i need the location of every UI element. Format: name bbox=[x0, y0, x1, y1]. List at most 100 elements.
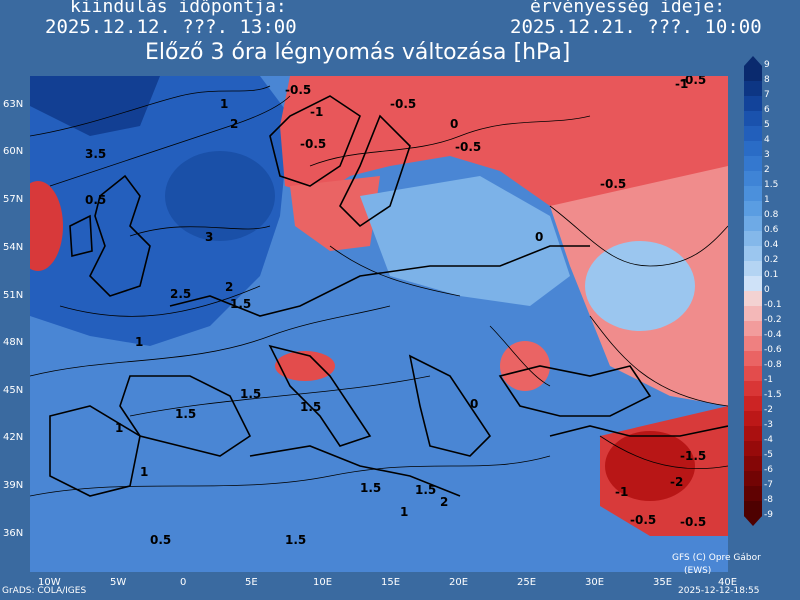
colorbar-swatch bbox=[744, 456, 762, 472]
contour-value-label: 2 bbox=[440, 495, 448, 509]
lat-label-39n: 39N bbox=[3, 480, 24, 491]
colorbar-swatch bbox=[744, 381, 762, 397]
colorbar-tick-label: -8 bbox=[764, 495, 773, 505]
lat-label-42n: 42N bbox=[3, 432, 24, 443]
colorbar-tick-label: -4 bbox=[764, 435, 773, 445]
colorbar-swatch bbox=[744, 126, 762, 142]
red-spot-carpathian bbox=[500, 341, 550, 391]
valid-time-label: érvényesség ideje: bbox=[530, 0, 726, 17]
colorbar-swatch bbox=[744, 171, 762, 187]
contour-value-label: -0.5 bbox=[600, 177, 626, 191]
colorbar-tick-label: -1 bbox=[764, 375, 773, 385]
contour-value-label: 1 bbox=[400, 505, 408, 519]
colorbar-tick-label: -7 bbox=[764, 480, 773, 490]
colorbar-tick-label: -0.1 bbox=[764, 300, 782, 310]
contour-value-label: 2 bbox=[225, 280, 233, 294]
colorbar-tick-label: 1.5 bbox=[764, 180, 779, 190]
colorbar-tick-label: -2 bbox=[764, 405, 773, 415]
gfs-credit: GFS (C) Opre Gábor bbox=[672, 553, 761, 563]
colorbar-swatch bbox=[744, 426, 762, 442]
colorbar-swatch bbox=[744, 81, 762, 97]
colorbar-swatch bbox=[744, 261, 762, 277]
contour-value-label: -0.5 bbox=[285, 83, 311, 97]
lon-label-30e: 30E bbox=[585, 577, 605, 588]
blue-core-north-sea bbox=[165, 151, 275, 241]
contour-value-label: 3 bbox=[205, 230, 213, 244]
contour-value-label: -1 bbox=[615, 485, 628, 499]
colorbar-swatch bbox=[744, 216, 762, 232]
lat-label-54n: 54N bbox=[3, 242, 24, 253]
contour-value-label: 1.5 bbox=[230, 297, 251, 311]
colorbar-tick-label: 0.6 bbox=[764, 225, 779, 235]
contour-value-label: 1.5 bbox=[300, 400, 321, 414]
colorbar-tick-label: 0.8 bbox=[764, 210, 779, 220]
colorbar-tick-label: 3 bbox=[764, 150, 770, 160]
map-title: Előző 3 óra légnyomás változása [hPa] bbox=[145, 40, 571, 65]
contour-value-label: 1.5 bbox=[175, 407, 196, 421]
colorbar-swatch bbox=[744, 276, 762, 292]
contour-value-label: 2.5 bbox=[170, 287, 191, 301]
colorbar bbox=[744, 56, 762, 526]
contour-value-label: 1.5 bbox=[285, 533, 306, 547]
colorbar-tick-label: -3 bbox=[764, 420, 773, 430]
lat-label-48n: 48N bbox=[3, 337, 24, 348]
colorbar-tick-label: 8 bbox=[764, 75, 770, 85]
colorbar-tick-label: -9 bbox=[764, 510, 773, 520]
contour-value-label: 3.5 bbox=[85, 147, 106, 161]
colorbar-tick-label: -0.2 bbox=[764, 315, 782, 325]
contour-value-label: -0.5 bbox=[455, 140, 481, 154]
colorbar-tick-label: -6 bbox=[764, 465, 773, 475]
lon-label-10w: 10W bbox=[38, 577, 61, 588]
colorbar-swatch bbox=[744, 306, 762, 322]
colorbar-swatch bbox=[744, 156, 762, 172]
lon-label-20e: 20E bbox=[449, 577, 469, 588]
contour-value-label: 0.5 bbox=[85, 193, 106, 207]
contour-value-label: 1 bbox=[135, 335, 143, 349]
red-spot-alps bbox=[275, 351, 335, 381]
colorbar-tick-label: 1 bbox=[764, 195, 770, 205]
colorbar-tick-label: 0 bbox=[764, 285, 770, 295]
colorbar-swatch bbox=[744, 336, 762, 352]
contour-value-label: 1 bbox=[115, 421, 123, 435]
lat-label-51n: 51N bbox=[3, 290, 24, 301]
lat-label-60n: 60N bbox=[3, 146, 24, 157]
colorbar-swatch bbox=[744, 321, 762, 337]
lat-label-36n: 36N bbox=[3, 528, 24, 539]
contour-value-label: -0.5 bbox=[630, 513, 656, 527]
light-blue-central bbox=[360, 176, 570, 306]
colorbar-swatch bbox=[744, 231, 762, 247]
grads-credit: GrADS: COLA/IGES bbox=[2, 586, 87, 596]
contour-value-label: 0 bbox=[470, 397, 478, 411]
red-region-scandinavia bbox=[290, 176, 380, 251]
colorbar-swatch bbox=[744, 111, 762, 127]
lat-label-57n: 57N bbox=[3, 194, 24, 205]
timestamp: 2025-12-12-18:55 bbox=[678, 586, 760, 596]
contour-value-label: 0 bbox=[450, 117, 458, 131]
colorbar-tick-label: 7 bbox=[764, 90, 770, 100]
colorbar-tick-label: 0.2 bbox=[764, 255, 779, 265]
colorbar-swatch bbox=[744, 441, 762, 457]
colorbar-tick-label: 2 bbox=[764, 165, 770, 175]
contour-value-label: -0.5 bbox=[680, 76, 706, 87]
colorbar-swatch bbox=[744, 366, 762, 382]
dark-blue-region bbox=[30, 76, 290, 346]
contour-value-label: -1.5 bbox=[680, 449, 706, 463]
colorbar-swatch bbox=[744, 291, 762, 307]
lon-label-5w: 5W bbox=[110, 577, 127, 588]
contour-value-label: -0.5 bbox=[300, 137, 326, 151]
contour-value-label: -2 bbox=[670, 475, 683, 489]
contour-lines bbox=[30, 85, 728, 497]
contour-value-label: 1.5 bbox=[240, 387, 261, 401]
colorbar-tick-label: -1.5 bbox=[764, 390, 782, 400]
contour-value-label: -0.5 bbox=[390, 97, 416, 111]
colorbar-tick-label: 5 bbox=[764, 120, 770, 130]
lon-label-0: 0 bbox=[180, 577, 187, 588]
colorbar-min-arrow bbox=[744, 516, 762, 526]
colorbar-tick-label: -5 bbox=[764, 450, 773, 460]
red-spot-anatolia bbox=[605, 431, 695, 501]
lat-label-63n: 63N bbox=[3, 99, 24, 110]
colorbar-tick-label: 4 bbox=[764, 135, 770, 145]
contour-value-label: -1 bbox=[310, 105, 323, 119]
